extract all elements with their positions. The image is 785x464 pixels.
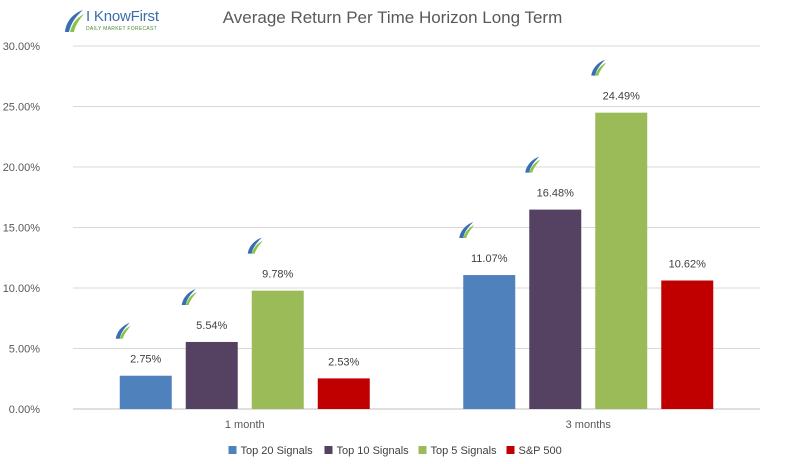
bar bbox=[595, 112, 648, 410]
bar bbox=[661, 280, 714, 409]
knowfirst-logo-icon bbox=[459, 222, 475, 239]
legend-label: Top 5 Signals bbox=[431, 445, 498, 457]
brand-name: I KnowFirst bbox=[86, 8, 159, 25]
bar bbox=[463, 275, 516, 409]
data-label: 5.54% bbox=[196, 320, 227, 332]
y-tick-label: 25.00% bbox=[3, 102, 41, 114]
bar bbox=[529, 209, 582, 409]
data-label: 10.62% bbox=[669, 258, 707, 270]
y-tick-label: 10.00% bbox=[3, 283, 41, 295]
legend-label: Top 20 Signals bbox=[241, 445, 314, 457]
y-tick-label: 0.00% bbox=[9, 404, 40, 416]
legend-swatch bbox=[228, 446, 237, 454]
bar bbox=[185, 341, 238, 409]
knowfirst-logo-icon bbox=[115, 322, 131, 339]
x-tick-label: 3 months bbox=[566, 419, 612, 431]
bar bbox=[317, 378, 370, 409]
knowfirst-logo-icon bbox=[591, 59, 607, 76]
data-label: 24.49% bbox=[603, 91, 641, 103]
knowfirst-logo-icon bbox=[247, 237, 263, 254]
legend-label: S&P 500 bbox=[519, 445, 562, 457]
chart-title: Average Return Per Time Horizon Long Ter… bbox=[222, 8, 563, 27]
data-label: 16.48% bbox=[537, 188, 575, 200]
knowfirst-logo-icon bbox=[181, 288, 197, 305]
data-label: 9.78% bbox=[262, 269, 293, 281]
data-label: 11.07% bbox=[471, 253, 508, 265]
bar bbox=[119, 375, 172, 409]
data-label: 2.53% bbox=[328, 356, 359, 368]
data-label: 2.75% bbox=[130, 354, 161, 366]
knowfirst-logo-icon bbox=[525, 156, 541, 173]
bar bbox=[251, 290, 304, 409]
brand-logo: I KnowFirst DAILY MARKET FORECAST bbox=[62, 6, 172, 40]
y-tick-label: 30.00% bbox=[3, 41, 41, 53]
x-tick-label: 1 month bbox=[225, 419, 265, 431]
legend-swatch bbox=[324, 446, 333, 454]
y-tick-label: 5.00% bbox=[9, 344, 40, 356]
legend-swatch bbox=[418, 446, 427, 454]
y-tick-label: 15.00% bbox=[3, 223, 41, 235]
brand-tagline: DAILY MARKET FORECAST bbox=[86, 26, 158, 32]
legend-swatch bbox=[506, 446, 515, 454]
legend-label: Top 10 Signals bbox=[337, 445, 410, 457]
knowfirst-logo-icon bbox=[65, 10, 84, 32]
y-tick-label: 20.00% bbox=[3, 162, 41, 174]
